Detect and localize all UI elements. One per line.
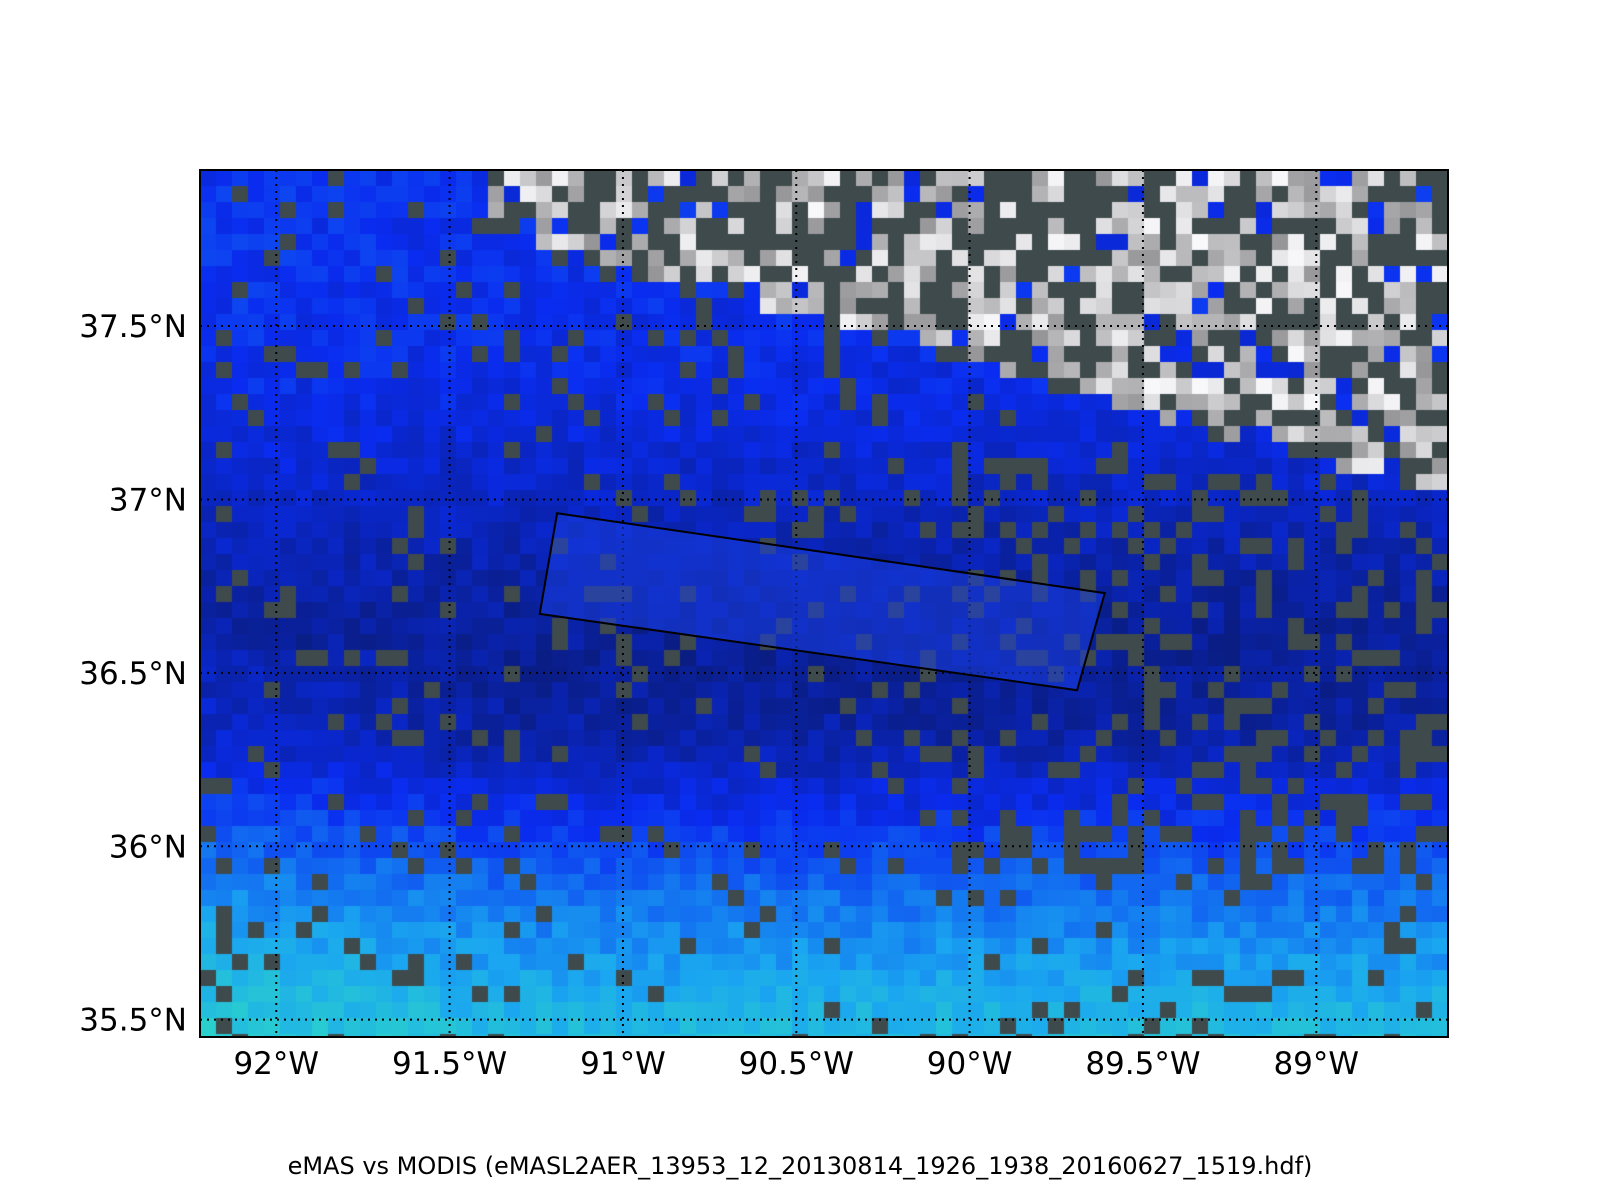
map-frame (199, 169, 1449, 1038)
lon-tick-label: 91.5°W (392, 1046, 507, 1082)
lat-tick-label: 37.5°N (79, 309, 187, 345)
lat-tick-label: 37°N (109, 482, 187, 518)
lon-tick-label: 90°W (927, 1046, 1013, 1082)
lon-tick-label: 89.5°W (1085, 1046, 1200, 1082)
lat-tick-label: 35.5°N (79, 1003, 187, 1039)
lon-tick-label: 89°W (1273, 1046, 1359, 1082)
lon-tick-label: 90.5°W (739, 1046, 854, 1082)
lon-tick-label: 91°W (580, 1046, 666, 1082)
lat-tick-label: 36°N (109, 829, 187, 865)
lon-tick-label: 92°W (233, 1046, 319, 1082)
figure-caption: eMAS vs MODIS (eMASL2AER_13953_12_201308… (287, 1152, 1313, 1180)
emas-swath (538, 512, 1107, 692)
axis-ticks: 92°W 91.5°W 91°W 90.5°W 90°W 89.5°W 89°W 37.5°N… (79, 309, 1359, 1082)
swath-outline (538, 512, 1107, 692)
graticule (200, 170, 1448, 1037)
lat-tick-label: 36.5°N (79, 656, 187, 692)
